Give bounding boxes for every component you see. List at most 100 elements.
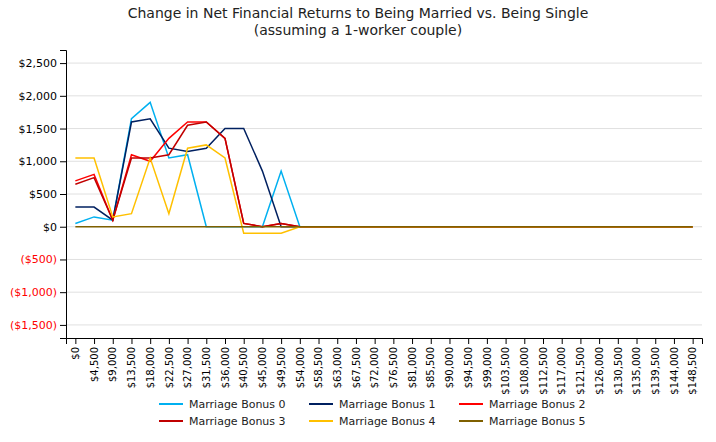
x-tick-label: $81,000 [407,347,418,388]
legend-label: Marriage Bonus 5 [489,415,586,428]
x-tick: $67,500 [351,338,362,388]
y-tick-mark [60,129,66,130]
x-tick-label: $76,500 [388,347,399,388]
x-tick-mark [188,338,189,344]
y-tick: ($1,000) [10,286,66,299]
legend-item: Marriage Bonus 3 [159,415,286,428]
x-tick-mark [281,338,282,344]
plot: ($1,500)($1,000)($500)$0$500$1,000$1,500… [10,51,703,395]
x-tick-mark [618,338,619,344]
x-axis-line [67,339,703,345]
x-tick-mark [113,338,114,344]
x-tick-label: $13,500 [126,347,137,388]
x-tick-label: $126,000 [594,347,605,395]
legend-label: Marriage Bonus 2 [489,398,586,411]
grid-line [66,128,702,129]
x-tick-label: $9,000 [107,347,118,382]
y-axis: ($1,500)($1,000)($500)$0$500$1,000$1,500… [10,51,67,339]
x-tick: $76,500 [388,338,399,388]
y-tick: $500 [29,188,66,201]
y-tick-label: $1,500 [19,123,58,136]
grid-line [66,95,702,96]
x-tick: $58,500 [313,338,324,388]
x-tick-label: $58,500 [313,347,324,388]
x-tick-mark [150,338,151,344]
y-tick: $1,000 [19,155,67,168]
grid-line [66,63,702,64]
y-axis-line [60,51,67,339]
x-tick-mark [431,338,432,344]
x-tick: $63,000 [332,338,343,388]
x-tick-mark [225,338,226,344]
title-line: Change in Net Financial Returns to Being… [128,5,589,21]
x-tick: $31,500 [201,338,212,388]
grid-line [66,161,702,162]
x-tick-label: $112,500 [538,347,549,395]
x-tick-label: $40,500 [238,347,249,388]
grid-line [66,259,702,260]
legend-item: Marriage Bonus 2 [459,398,586,411]
y-tick-mark [60,259,66,260]
x-tick-label: $94,500 [463,347,474,388]
x-tick-label: $63,000 [332,347,343,388]
y-tick-label: $2,000 [19,90,58,103]
x-tick-mark [244,338,245,344]
x-tick: $40,500 [238,338,249,388]
x-tick-mark [599,338,600,344]
legend-swatch [309,420,333,422]
x-tick-mark [412,338,413,344]
legend-swatch [159,420,183,422]
x-tick: $90,000 [444,338,455,388]
legend-label: Marriage Bonus 1 [339,398,436,411]
x-tick-mark [337,338,338,344]
x-tick-mark [300,338,301,344]
legend-swatch [459,420,483,422]
x-tick: $18,000 [145,338,156,388]
x-tick-mark [506,338,507,344]
x-tick-mark [319,338,320,344]
x-tick: $36,000 [220,338,231,388]
x-tick: $99,000 [482,338,493,388]
x-tick-label: $18,000 [145,347,156,388]
grid-line [66,324,702,325]
x-tick-mark [468,338,469,344]
x-tick-label: $117,000 [556,347,567,395]
series-line [75,226,692,228]
series-group [75,102,692,233]
x-tick-mark [262,338,263,344]
y-tick: ($1,500) [10,319,66,332]
x-tick: $112,500 [538,338,549,395]
x-tick-label: $72,000 [369,347,380,388]
x-tick-label: $121,500 [575,347,586,395]
y-tick-label: $0 [43,221,57,234]
y-tick: $2,500 [19,57,67,70]
y-tick-label: ($1,000) [10,286,57,299]
legend-item: Marriage Bonus 0 [159,398,286,411]
y-tick: $2,000 [19,90,67,103]
x-tick: $0 [70,338,81,360]
y-tick-label: $500 [29,188,57,201]
x-tick: $108,000 [519,338,530,395]
x-tick-label: $148,500 [687,347,698,395]
x-tick-label: $139,500 [650,347,661,395]
x-tick: $85,500 [425,338,436,388]
x-tick-label: $144,000 [669,347,680,395]
x-tick-mark [524,338,525,344]
x-axis: $0 $4,500 $9,000 $13,500 $18,000 $22,500 $27,0… [67,338,703,395]
y-tick: $1,500 [19,123,67,136]
x-tick-mark [356,338,357,344]
x-tick: $130,500 [613,338,624,395]
x-tick-mark [637,338,638,344]
x-tick-mark [169,338,170,344]
x-tick-mark [75,338,76,344]
x-tick: $94,500 [463,338,474,388]
y-tick-mark [60,194,66,195]
x-tick-label: $54,000 [295,347,306,388]
x-tick: $22,500 [164,338,175,388]
y-tick-mark [60,325,66,326]
x-tick-mark [580,338,581,344]
legend-item: Marriage Bonus 1 [309,398,436,411]
x-tick-label: $67,500 [351,347,362,388]
x-tick-label: $4,500 [89,347,100,382]
x-tick: $27,000 [182,338,193,388]
